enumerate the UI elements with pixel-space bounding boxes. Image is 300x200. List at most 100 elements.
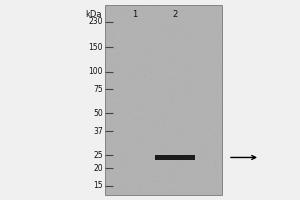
Point [111,11,116,14]
Point [196,64,200,67]
Point [197,173,202,176]
Point [118,29,123,32]
Point [124,173,129,176]
Point [199,80,204,83]
Point [148,61,153,64]
Point [212,113,217,116]
Point [113,100,118,103]
Point [211,132,216,135]
Point [152,173,157,177]
Point [174,29,179,32]
Point [214,78,218,81]
Point [179,102,184,106]
Point [151,7,156,10]
Point [154,167,158,171]
Point [184,116,189,119]
Point [211,73,216,76]
Point [164,79,169,82]
Point [165,6,170,9]
Point [137,65,142,68]
Point [168,188,173,192]
Point [181,192,186,195]
Point [152,43,156,47]
Point [126,83,130,86]
Point [213,139,218,142]
Point [115,68,119,71]
Point [105,96,110,99]
Point [188,36,193,39]
Point [110,128,115,132]
Point [186,148,191,152]
Point [195,177,200,180]
Point [163,141,167,144]
Point [170,21,175,24]
Point [145,139,150,142]
Point [188,53,193,56]
Point [211,192,216,196]
Point [215,98,220,101]
Point [133,171,138,174]
Point [148,124,152,128]
Point [186,135,190,138]
Point [163,127,167,130]
Point [157,16,162,19]
Point [113,71,118,74]
Point [143,127,148,130]
Point [190,139,195,142]
Point [118,16,123,19]
Point [165,26,170,29]
Point [116,94,120,97]
Point [212,80,217,84]
Point [164,176,168,180]
Point [200,143,205,146]
Point [124,11,129,14]
Point [216,39,220,42]
Point [144,157,149,161]
Point [131,52,136,55]
Point [134,65,139,68]
Point [115,59,119,62]
Point [200,181,205,184]
Point [195,170,200,173]
Point [210,58,215,61]
Point [198,191,203,194]
Point [164,28,168,31]
Point [130,187,135,191]
Point [195,76,200,80]
Point [195,71,200,74]
Point [132,19,137,22]
Point [141,154,146,157]
Point [192,188,197,192]
Point [144,64,149,67]
Point [191,68,196,71]
Point [205,82,209,85]
Point [134,109,138,112]
Point [190,159,195,162]
Point [155,43,160,46]
Point [108,110,112,113]
Point [217,74,222,77]
Point [161,169,166,172]
Point [161,60,166,64]
Point [149,78,154,82]
Point [181,172,186,175]
Point [160,19,165,22]
Point [116,47,121,50]
Point [216,164,220,167]
Point [198,147,203,150]
Point [156,108,161,111]
Point [159,54,164,58]
Point [180,27,185,30]
Point [153,119,158,122]
Point [212,63,217,66]
Point [108,101,113,104]
Point [123,105,128,108]
Point [169,101,173,104]
Point [147,48,152,51]
Point [200,173,204,176]
Point [217,64,222,67]
Point [178,73,183,76]
Point [115,178,120,181]
Point [145,25,150,28]
Point [155,152,160,155]
